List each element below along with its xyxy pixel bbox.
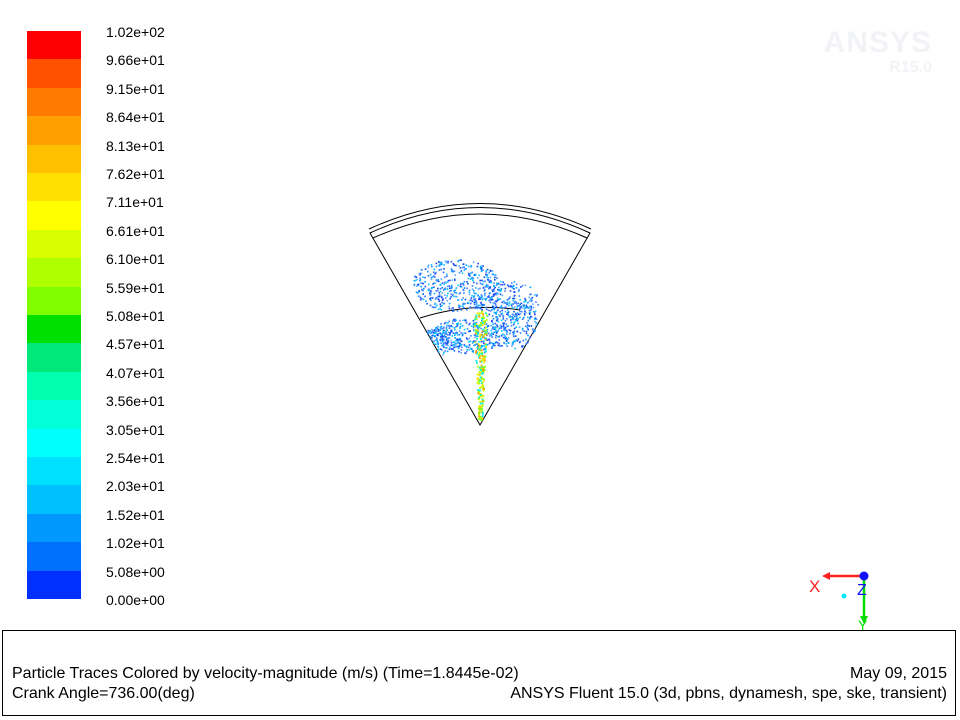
colorbar-label: 9.15e+01 bbox=[106, 80, 165, 97]
colorbar-segment bbox=[27, 201, 81, 231]
colorbar-label: 1.02e+01 bbox=[106, 535, 165, 552]
colorbar-label: 3.56e+01 bbox=[106, 393, 165, 410]
ansys-watermark: ANSYS R15.0 bbox=[824, 28, 932, 76]
solver-info: ANSYS Fluent 15.0 (3d, pbns, dynamesh, s… bbox=[510, 685, 947, 702]
colorbar-label: 6.10e+01 bbox=[106, 251, 165, 268]
colorbar-label: 5.08e+00 bbox=[106, 563, 165, 580]
axis-triad: X Z Y bbox=[809, 571, 869, 632]
particle-trace-view[interactable] bbox=[0, 0, 960, 630]
colorbar-segment bbox=[27, 286, 81, 316]
colorbar-segment bbox=[27, 371, 81, 401]
colorbar-label: 4.57e+01 bbox=[106, 336, 165, 353]
x-axis-arrowhead bbox=[822, 572, 830, 580]
colorbar-segment bbox=[27, 428, 81, 458]
plot-title: Particle Traces Colored by velocity-magn… bbox=[12, 665, 519, 682]
crank-angle: Crank Angle=736.00(deg) bbox=[12, 685, 195, 702]
colorbar-segment bbox=[27, 116, 81, 146]
colorbar-segment bbox=[27, 87, 81, 117]
colorbar-label: 3.05e+01 bbox=[106, 421, 165, 438]
colorbar-label: 4.07e+01 bbox=[106, 364, 165, 381]
colorbar-label: 7.62e+01 bbox=[106, 166, 165, 182]
colorbar-segment bbox=[27, 343, 81, 373]
colorbar-segment bbox=[27, 570, 81, 600]
colorbar-segment bbox=[27, 542, 81, 572]
colorbar-label: 2.03e+01 bbox=[106, 478, 165, 495]
colorbar-segment bbox=[27, 513, 81, 543]
watermark-version: R15.0 bbox=[889, 59, 932, 76]
colorbar-segment bbox=[27, 315, 81, 344]
colorbar-label: 1.02e+02 bbox=[106, 24, 165, 40]
colorbar-segment bbox=[27, 258, 81, 288]
colorbar-label: 0.00e+00 bbox=[106, 592, 165, 608]
graphics-window[interactable]: 1.02e+02 9.66e+01 9.15e+01 8.64e+01 8.13e+01… bbox=[0, 0, 960, 632]
watermark-name: ANSYS bbox=[823, 26, 932, 59]
x-axis-label: X bbox=[809, 577, 820, 596]
colorbar-label: 8.13e+01 bbox=[106, 137, 165, 154]
colorbar-segment bbox=[27, 485, 81, 515]
colorbar-segment bbox=[27, 59, 81, 89]
colorbar-segment bbox=[27, 173, 81, 202]
colorbar-label: 2.54e+01 bbox=[106, 450, 165, 466]
info-panel: Particle Traces Colored by velocity-magn… bbox=[2, 630, 956, 716]
colorbar-label: 8.64e+01 bbox=[106, 109, 165, 126]
colorbar-segment bbox=[27, 31, 81, 60]
colorbar-segment bbox=[27, 229, 81, 259]
view-origin-dot bbox=[841, 593, 847, 599]
z-axis-dot bbox=[859, 571, 869, 581]
z-axis-label: Z bbox=[857, 582, 867, 599]
colorbar-label: 5.59e+01 bbox=[106, 279, 165, 296]
colorbar-label: 1.52e+01 bbox=[106, 506, 165, 523]
y-axis-arrowhead bbox=[860, 616, 868, 624]
injection-jet bbox=[473, 310, 489, 421]
colorbar-label: 9.66e+01 bbox=[106, 52, 165, 69]
colorbar-label: 5.08e+01 bbox=[106, 308, 165, 324]
colorbar-segment bbox=[27, 457, 81, 486]
colorbar bbox=[27, 31, 81, 600]
colorbar-label: 7.11e+01 bbox=[106, 194, 164, 211]
colorbar-segment bbox=[27, 144, 81, 174]
plot-date: May 09, 2015 bbox=[850, 665, 947, 682]
colorbar-label: 6.61e+01 bbox=[106, 222, 165, 239]
y-axis-label: Y bbox=[858, 617, 868, 632]
colorbar-segment bbox=[27, 400, 81, 430]
